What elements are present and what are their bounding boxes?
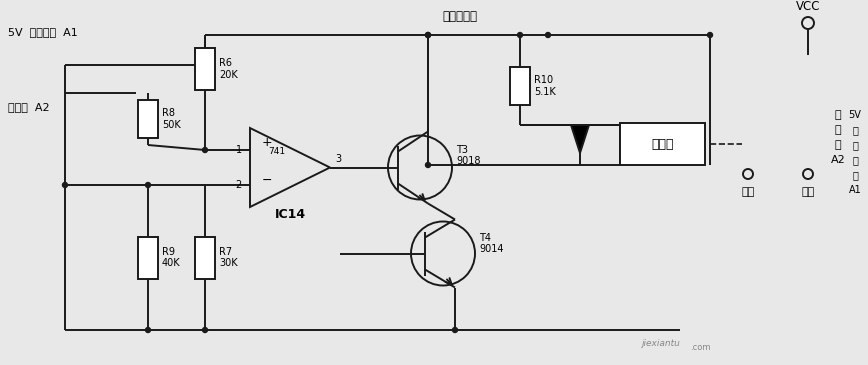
Text: R9
40K: R9 40K xyxy=(162,247,181,268)
Circle shape xyxy=(202,327,207,333)
Bar xyxy=(195,237,215,278)
Text: jiexiantu: jiexiantu xyxy=(641,338,680,347)
Bar xyxy=(510,67,530,105)
Text: T4
9014: T4 9014 xyxy=(479,233,503,254)
Text: 流: 流 xyxy=(852,140,858,150)
Circle shape xyxy=(146,182,150,188)
Text: A1: A1 xyxy=(849,185,861,195)
Text: 蓄: 蓄 xyxy=(835,110,841,120)
Text: 1: 1 xyxy=(236,145,242,155)
Circle shape xyxy=(62,182,68,188)
Text: .com: .com xyxy=(690,342,710,351)
Text: 741: 741 xyxy=(268,147,285,157)
Text: 5V  直流电源  A1: 5V 直流电源 A1 xyxy=(8,27,78,37)
Text: 蓄电池  A2: 蓄电池 A2 xyxy=(8,102,49,112)
Text: R10
5.1K: R10 5.1K xyxy=(534,75,556,97)
Bar xyxy=(195,48,215,90)
Text: 5V: 5V xyxy=(849,110,861,120)
Circle shape xyxy=(425,32,431,38)
Text: VCC: VCC xyxy=(796,0,820,14)
Text: +: + xyxy=(262,135,273,149)
Circle shape xyxy=(517,32,523,38)
Text: 电: 电 xyxy=(835,125,841,135)
Text: IC14: IC14 xyxy=(274,208,306,222)
Polygon shape xyxy=(571,125,589,153)
Text: −: − xyxy=(262,173,273,187)
Text: R8
50K: R8 50K xyxy=(162,108,181,130)
Text: T3
9018: T3 9018 xyxy=(456,145,481,166)
Text: R7
30K: R7 30K xyxy=(219,247,238,268)
Text: 2: 2 xyxy=(236,180,242,190)
Circle shape xyxy=(707,32,713,38)
Bar xyxy=(138,237,158,278)
Circle shape xyxy=(452,327,457,333)
Circle shape xyxy=(425,32,431,38)
Circle shape xyxy=(202,147,207,153)
Circle shape xyxy=(146,327,150,333)
Text: 继电器: 继电器 xyxy=(651,138,674,150)
Text: 池: 池 xyxy=(835,140,841,150)
Text: 3: 3 xyxy=(335,154,341,165)
Text: 蓄电池供电: 蓄电池供电 xyxy=(443,11,477,23)
Text: 直: 直 xyxy=(852,125,858,135)
Text: 常闭: 常闭 xyxy=(801,187,815,197)
Bar xyxy=(620,123,705,165)
Circle shape xyxy=(425,162,431,168)
Text: A2: A2 xyxy=(831,155,845,165)
Text: 常开: 常开 xyxy=(741,187,754,197)
Bar xyxy=(138,100,158,138)
Text: 源: 源 xyxy=(852,170,858,180)
Text: R6
20K: R6 20K xyxy=(219,58,238,80)
Circle shape xyxy=(545,32,550,38)
Text: 电: 电 xyxy=(852,155,858,165)
